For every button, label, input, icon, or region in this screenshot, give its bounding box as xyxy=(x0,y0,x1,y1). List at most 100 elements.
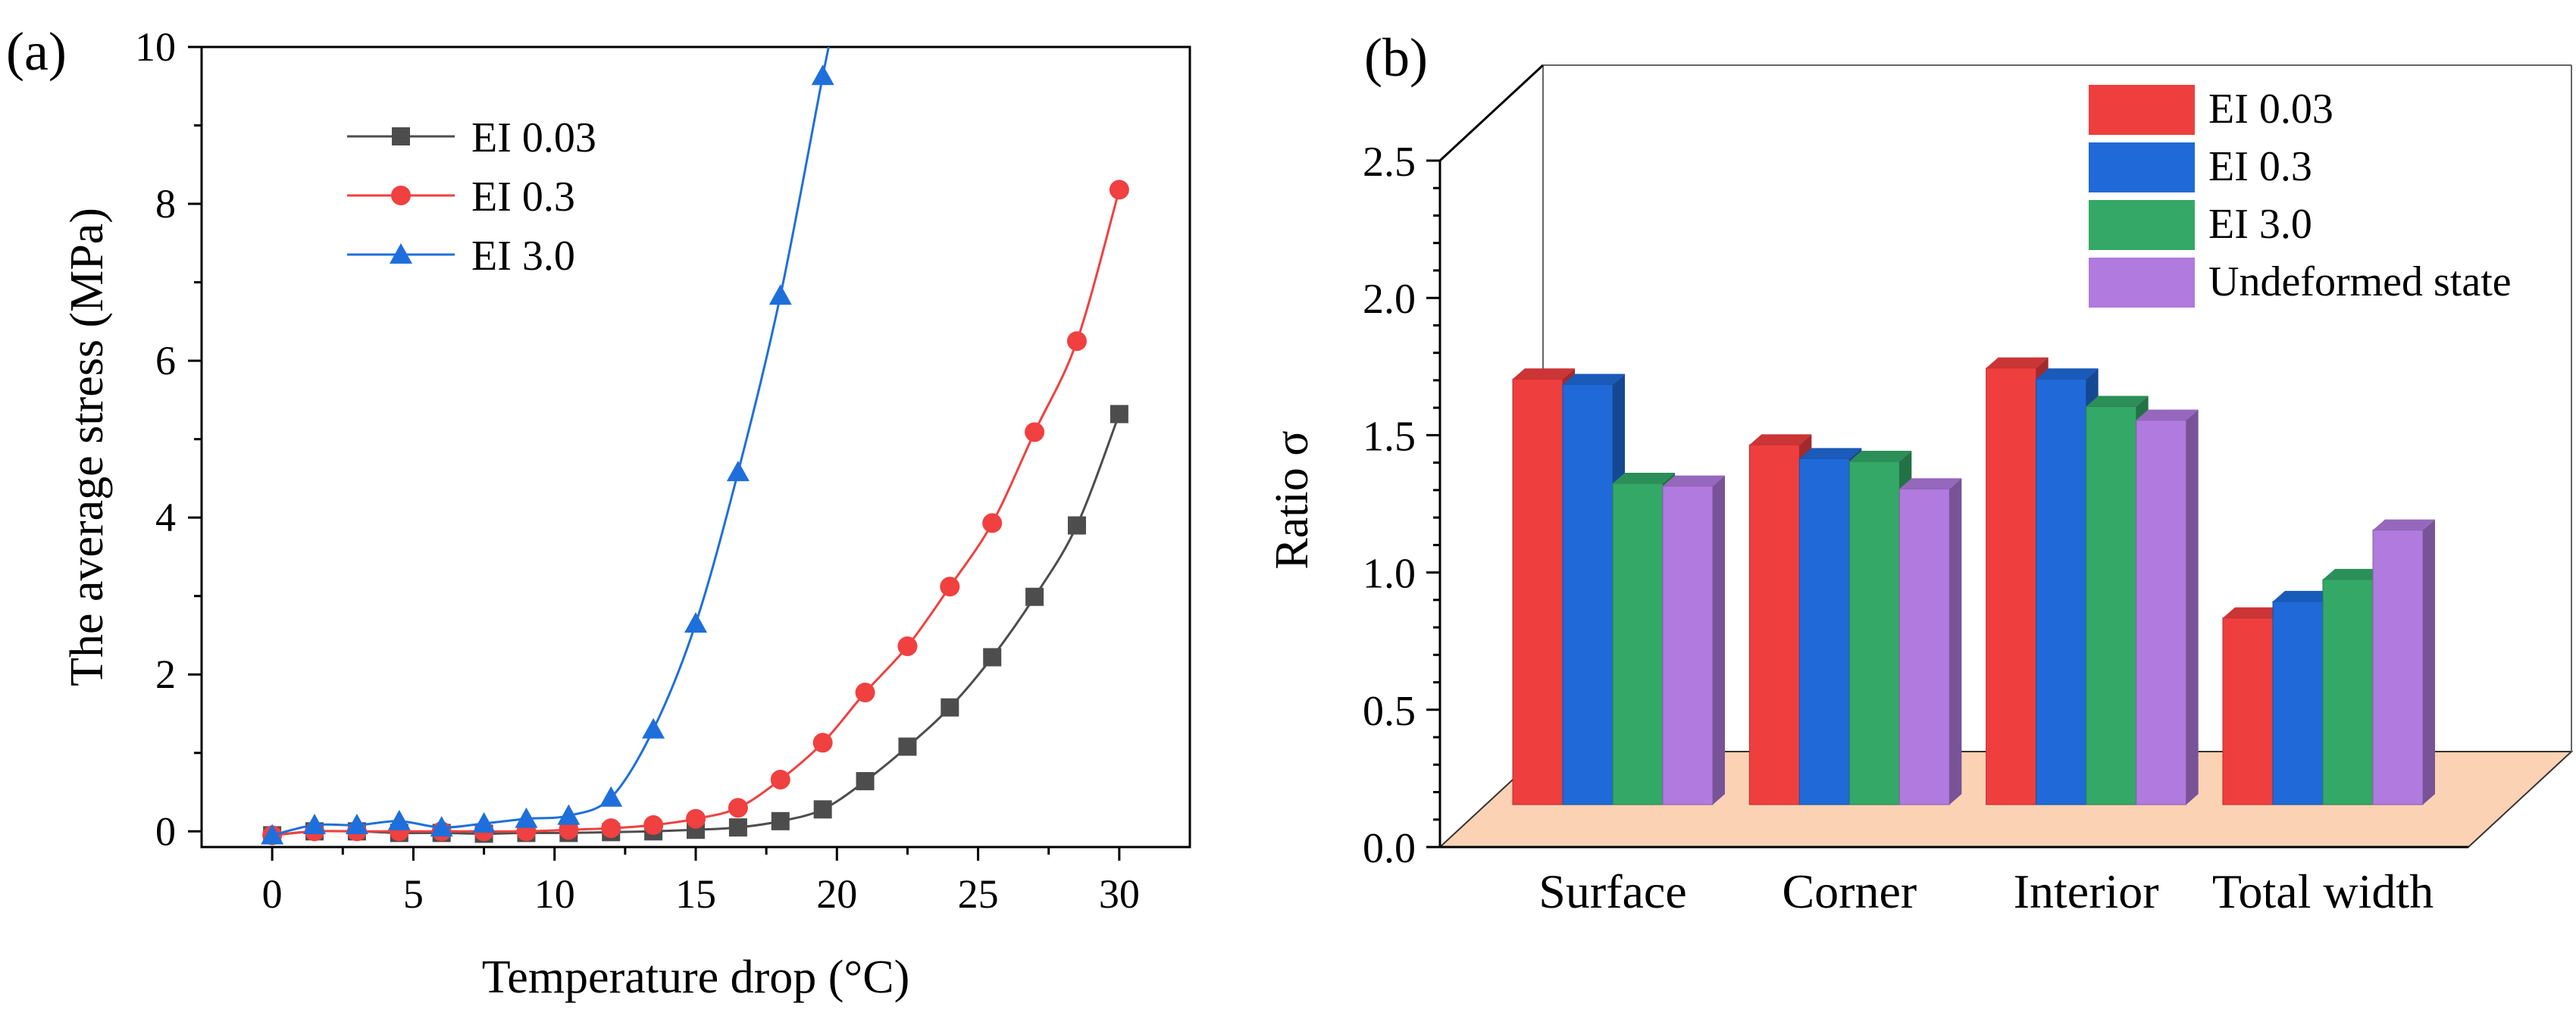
data-point xyxy=(941,698,959,717)
bar-side xyxy=(2186,409,2199,805)
bar-front xyxy=(1986,367,2037,805)
panel-a-line-chart: (a) 0 5 10 15 20 25 30 0 2 4 6 8 10 Temperature dro… xyxy=(6,21,1191,1003)
x-tick-label: 15 xyxy=(675,871,716,917)
legend-swatch xyxy=(2089,142,2195,192)
data-point xyxy=(983,648,1002,667)
data-point xyxy=(387,809,411,830)
y-tick-label: 2.0 xyxy=(1363,276,1416,323)
data-point xyxy=(599,786,623,807)
data-point xyxy=(726,461,750,482)
top-depth-edge xyxy=(1438,64,1545,162)
y-tick-label: 8 xyxy=(155,181,176,227)
y-tick-label: 2 xyxy=(155,652,176,697)
data-point xyxy=(557,804,581,825)
bar-group-interior xyxy=(1986,357,2199,805)
legend-label: EI 0.3 xyxy=(471,174,575,220)
data-point xyxy=(898,737,917,756)
bar-group-surface xyxy=(1512,368,1725,805)
bar-top xyxy=(2223,607,2285,618)
bar-top xyxy=(2036,368,2099,380)
panel-a-legend: EI 0.03 EI 0.3 EI 3.0 xyxy=(347,114,596,280)
bar-top xyxy=(2136,409,2199,420)
bar-front xyxy=(1662,486,1714,805)
bar-front xyxy=(2372,530,2424,805)
data-point xyxy=(768,284,792,305)
panel-a-x-axis-label: Temperature drop (°C) xyxy=(482,952,909,1003)
bar-group-corner xyxy=(1748,434,1962,805)
legend-label: EI 3.0 xyxy=(471,233,575,280)
data-point xyxy=(559,820,579,840)
bar-front xyxy=(2136,420,2187,805)
x-tick-label: 0 xyxy=(262,871,283,917)
category-label: Surface xyxy=(1538,864,1686,918)
legend-label: EI 0.3 xyxy=(2208,143,2312,190)
data-point xyxy=(856,772,875,791)
bar-top xyxy=(1899,478,1962,489)
data-point xyxy=(1025,422,1045,442)
bar-group-total-width xyxy=(2222,519,2435,805)
legend-label: Undeformed state xyxy=(2208,258,2512,305)
bar xyxy=(2372,519,2435,805)
x-tick-label: 10 xyxy=(534,871,575,917)
bar-front xyxy=(1798,458,1850,805)
data-point xyxy=(982,513,1003,533)
panel-a-y-axis-label: The average stress (MPa) xyxy=(61,208,113,686)
legend-swatch xyxy=(2089,200,2195,250)
panel-a-series xyxy=(261,47,1129,846)
bar-front xyxy=(2036,378,2087,805)
y-tick-label: 0 xyxy=(155,808,176,854)
data-point xyxy=(770,769,790,789)
x-tick-label: 30 xyxy=(1099,871,1140,917)
bar-top xyxy=(1749,434,1812,445)
y-tick-label: 1.5 xyxy=(1363,413,1416,460)
legend-label: EI 0.03 xyxy=(2208,86,2333,133)
bar-front xyxy=(1748,444,1800,805)
data-point xyxy=(430,816,453,837)
category-label: Interior xyxy=(2014,864,2159,918)
bar-top xyxy=(1513,368,1575,380)
bar-front xyxy=(1512,378,1563,805)
panel-b-category-labels: Surface Corner Interior Total width xyxy=(1538,864,2434,918)
bar-side xyxy=(1713,475,1725,805)
bar-side xyxy=(1949,478,1962,805)
legend-label: EI 0.03 xyxy=(471,114,596,161)
bar-top xyxy=(1663,475,1725,486)
bar-top xyxy=(1849,451,1912,461)
category-label: Total width xyxy=(2212,864,2434,918)
y-tick-label: 4 xyxy=(155,495,176,540)
data-point xyxy=(813,800,832,819)
legend-marker xyxy=(392,127,410,145)
data-point xyxy=(940,577,960,597)
y-tick-label: 10 xyxy=(135,24,176,70)
data-point xyxy=(1110,405,1128,424)
y-tick-label: 0.0 xyxy=(1363,825,1416,872)
data-point xyxy=(684,611,707,633)
bar-top xyxy=(1799,448,1862,459)
x-tick-label: 20 xyxy=(816,871,857,917)
bar-front xyxy=(2322,579,2374,805)
bar-top xyxy=(1613,472,1675,483)
data-point xyxy=(303,814,327,835)
panel-b-legend: EI 0.03 EI 0.3 EI 3.0 Undeformed state xyxy=(2089,85,2512,308)
panel-b-bars xyxy=(1512,357,2435,805)
bar xyxy=(2136,409,2199,805)
y-tick-label: 2.5 xyxy=(1363,139,1416,186)
x-tick-label: 5 xyxy=(403,871,424,917)
bar-top xyxy=(1563,374,1625,385)
bar xyxy=(1662,475,1725,805)
bar-front xyxy=(1898,488,1950,805)
bar-top xyxy=(2323,568,2385,580)
data-point xyxy=(472,811,496,833)
y-tick-label: 0.5 xyxy=(1363,688,1416,735)
data-point xyxy=(811,64,834,86)
panel-b-y-ticks: 0.0 0.5 1.0 1.5 2.0 2.5 xyxy=(1363,139,1440,872)
bar xyxy=(1986,357,2049,805)
data-point xyxy=(728,798,748,818)
data-point xyxy=(261,824,284,845)
series-ei-0-3 xyxy=(262,180,1129,846)
data-point xyxy=(643,815,664,836)
data-point xyxy=(601,818,621,839)
panel-b-3d-bar-chart: (b) 0.0 0.5 1.0 1.5 2.0 2.5 Ratio σ Surface Co… xyxy=(1266,27,2574,918)
bar-top xyxy=(2273,590,2335,602)
